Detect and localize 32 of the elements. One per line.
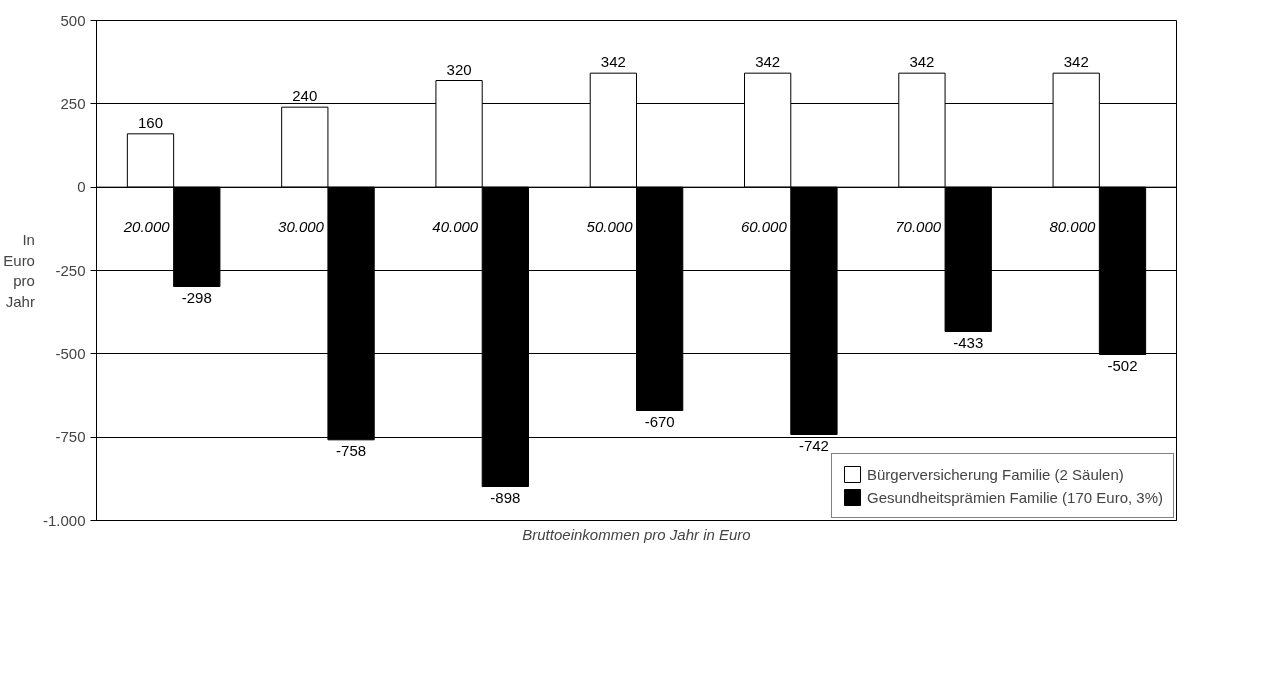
x-tick-label: 20.000 [122,218,171,236]
data-label: 160 [137,113,164,131]
y-tick-label: 0 [77,178,86,196]
y-tick-label: -250 [55,261,86,279]
y-axis-title: In Euro pro Jahr [3,231,35,310]
data-label: 342 [600,53,626,71]
data-label: 342 [755,53,781,71]
x-tick-label: 50.000 [586,218,634,236]
x-tick-label: 70.000 [895,218,942,236]
data-label: -433 [953,333,984,351]
data-label: 240 [292,87,318,105]
data-label: -670 [644,412,675,430]
legend-label: Bürgerversicherung Familie (2 Säulen) [867,465,1124,483]
data-label: 342 [909,53,935,71]
y-tick-label: -1.000 [42,511,86,529]
data-label: 320 [446,60,472,78]
data-label: -742 [798,436,829,454]
data-label: 342 [1063,53,1089,71]
y-tick-label: -750 [55,428,86,446]
data-label: -758 [336,441,367,459]
y-tick-label: -500 [55,344,86,362]
x-tick-label: 80.000 [1049,218,1097,236]
x-tick-label: 60.000 [740,218,788,236]
y-tick-label: 250 [60,94,86,112]
x-tick-label: 40.000 [432,218,479,236]
y-tick-label: 500 [60,11,86,29]
data-label: -898 [490,488,521,506]
data-label: -298 [181,288,212,306]
x-tick-label: 30.000 [278,218,325,236]
legend-label: Gesundheitsprämien Familie (170 Euro, 3%) [867,488,1163,506]
data-label: -502 [1107,356,1138,374]
x-axis-title: Bruttoeinkommen pro Jahr in Euro [522,525,751,543]
